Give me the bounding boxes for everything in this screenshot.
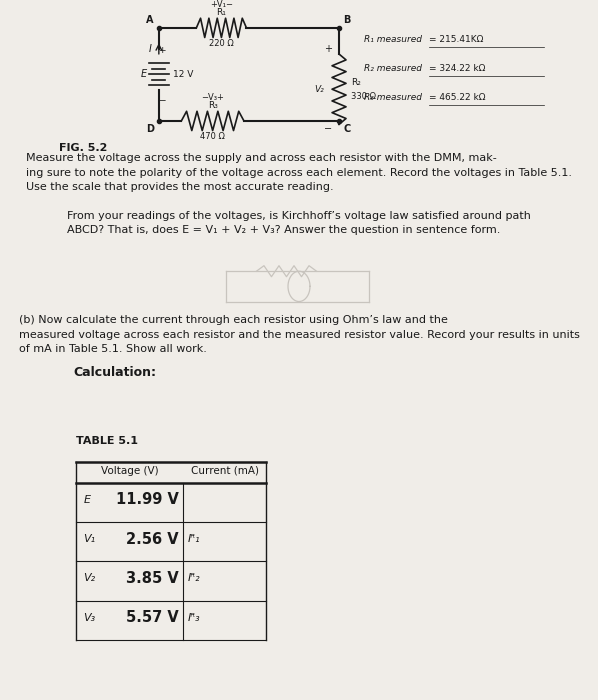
Text: I: I bbox=[149, 43, 152, 53]
Text: R₂: R₂ bbox=[351, 78, 361, 87]
Text: +: + bbox=[158, 46, 165, 55]
Text: TABLE 5.1: TABLE 5.1 bbox=[76, 435, 138, 446]
Text: Current (mA): Current (mA) bbox=[191, 466, 259, 475]
Text: A: A bbox=[147, 15, 154, 25]
Text: R₂ measured: R₂ measured bbox=[364, 64, 422, 73]
Text: C: C bbox=[343, 124, 350, 134]
Text: +: + bbox=[324, 44, 332, 54]
Text: 3.85 V: 3.85 V bbox=[126, 570, 179, 586]
Text: −: − bbox=[324, 125, 332, 134]
Text: Voltage (V): Voltage (V) bbox=[100, 466, 158, 475]
Text: V₁: V₁ bbox=[83, 534, 95, 544]
Text: 12 V: 12 V bbox=[173, 70, 193, 79]
Text: R₃ measured: R₃ measured bbox=[364, 92, 422, 102]
Text: 330 Ω: 330 Ω bbox=[351, 92, 376, 101]
Text: 11.99 V: 11.99 V bbox=[116, 492, 179, 508]
Text: From your readings of the voltages, is Kirchhoff’s voltage law satisfied around : From your readings of the voltages, is K… bbox=[67, 211, 531, 235]
Text: = 465.22 kΩ: = 465.22 kΩ bbox=[429, 92, 486, 102]
Text: R₁: R₁ bbox=[216, 8, 227, 17]
Text: 2.56 V: 2.56 V bbox=[126, 531, 179, 547]
Text: (b) Now calculate the current through each resistor using Ohm’s law and the
meas: (b) Now calculate the current through ea… bbox=[19, 315, 579, 354]
Text: B: B bbox=[343, 15, 350, 25]
Text: 5.57 V: 5.57 V bbox=[126, 610, 179, 625]
Text: V₃: V₃ bbox=[83, 612, 95, 622]
Text: V₂: V₂ bbox=[83, 573, 95, 583]
Text: Iᴿ₂: Iᴿ₂ bbox=[188, 573, 200, 583]
Text: −V₃+: −V₃+ bbox=[201, 92, 224, 102]
Text: −: − bbox=[158, 95, 165, 104]
Text: D: D bbox=[146, 124, 154, 134]
Text: E: E bbox=[83, 495, 90, 505]
Text: Measure the voltage across the supply and across each resistor with the DMM, mak: Measure the voltage across the supply an… bbox=[26, 153, 572, 192]
Text: Calculation:: Calculation: bbox=[74, 366, 157, 379]
Text: Iᴿ₁: Iᴿ₁ bbox=[188, 534, 200, 544]
Text: R₁ measured: R₁ measured bbox=[364, 35, 422, 43]
Text: 220 Ω: 220 Ω bbox=[209, 39, 234, 48]
Text: FIG. 5.2: FIG. 5.2 bbox=[59, 143, 107, 153]
Text: 470 Ω: 470 Ω bbox=[200, 132, 225, 141]
Text: +V₁−: +V₁− bbox=[210, 0, 233, 8]
Text: E: E bbox=[141, 69, 147, 79]
Text: Iᴿ₃: Iᴿ₃ bbox=[188, 612, 200, 622]
Text: = 324.22 kΩ: = 324.22 kΩ bbox=[429, 64, 486, 73]
Text: = 215.41KΩ: = 215.41KΩ bbox=[429, 35, 484, 43]
Text: V₂: V₂ bbox=[315, 85, 324, 94]
Text: R₃: R₃ bbox=[208, 101, 218, 110]
